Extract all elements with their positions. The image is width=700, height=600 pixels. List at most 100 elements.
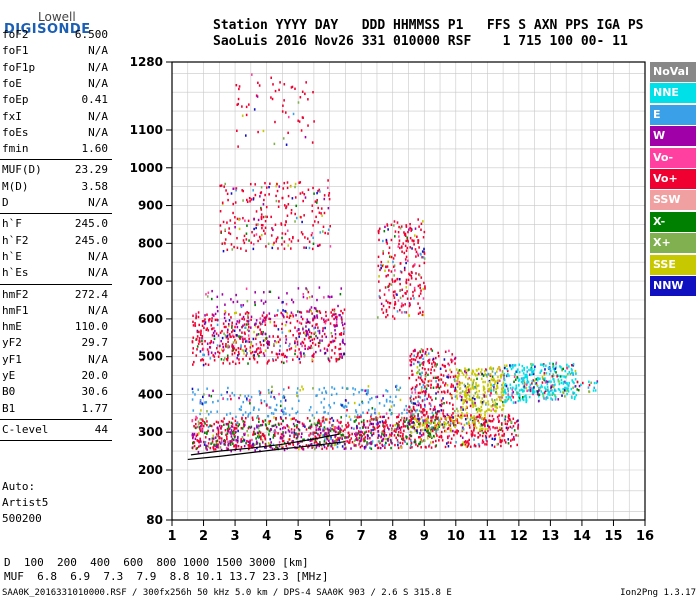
echo-point <box>507 442 510 445</box>
echo-point <box>507 394 510 398</box>
echo-point <box>280 417 283 420</box>
echo-point <box>476 395 478 399</box>
echo-point <box>525 400 528 404</box>
echo-point <box>350 426 353 430</box>
echo-point <box>557 398 560 401</box>
echo-point <box>316 198 318 202</box>
echo-point <box>561 375 563 378</box>
param-value: 245.0 <box>74 233 108 247</box>
echo-point <box>399 246 401 250</box>
echo-point <box>550 397 552 400</box>
echo-point <box>499 438 502 442</box>
echo-point <box>213 422 215 426</box>
echo-point <box>301 90 304 93</box>
echo-point <box>370 429 373 432</box>
echo-point <box>346 440 349 443</box>
echo-point <box>191 419 194 423</box>
echo-point <box>219 224 222 227</box>
echo-point <box>407 240 409 243</box>
echo-point <box>549 389 552 392</box>
echo-point <box>301 340 304 344</box>
echo-point <box>419 372 421 375</box>
echo-point <box>316 298 318 302</box>
echo-point <box>250 343 252 346</box>
echo-point <box>397 245 400 248</box>
echo-point <box>418 225 420 228</box>
echo-point <box>284 407 286 410</box>
echo-point <box>538 388 541 391</box>
echo-point <box>423 423 425 427</box>
echo-point <box>377 316 379 319</box>
echo-point <box>244 345 246 348</box>
echo-point <box>291 298 293 302</box>
echo-point <box>485 420 488 423</box>
echo-point <box>355 436 358 440</box>
echo-point <box>275 425 278 429</box>
echo-point <box>343 308 346 311</box>
echo-point <box>423 361 425 364</box>
echo-point <box>300 231 303 234</box>
echo-point <box>515 370 518 373</box>
echo-point <box>412 407 415 410</box>
echo-point <box>274 314 276 317</box>
echo-point <box>372 422 375 426</box>
echo-point <box>362 411 364 414</box>
echo-point <box>243 444 246 448</box>
echo-point <box>495 392 498 395</box>
echo-point <box>281 444 283 448</box>
echo-point <box>283 99 285 102</box>
echo-point <box>244 340 247 343</box>
echo-point <box>421 424 424 427</box>
echo-point <box>335 392 338 396</box>
echo-point <box>194 393 196 396</box>
echo-point <box>200 440 202 443</box>
echo-point <box>400 431 402 434</box>
echo-point <box>225 325 227 329</box>
echo-point <box>384 444 386 447</box>
echo-point <box>378 227 381 230</box>
echo-point <box>452 412 454 415</box>
echo-point <box>391 442 393 445</box>
param-name: foF1p <box>2 60 36 74</box>
echo-point <box>245 287 248 290</box>
echo-point <box>196 330 199 334</box>
echo-point <box>383 421 386 424</box>
echo-point <box>390 440 392 443</box>
echo-point <box>283 425 285 429</box>
echo-point <box>485 401 487 405</box>
echo-point <box>348 424 350 427</box>
echo-point <box>290 347 293 350</box>
echo-point <box>247 316 249 319</box>
echo-point <box>230 335 232 339</box>
echo-point <box>416 235 418 238</box>
echo-point <box>277 309 279 312</box>
echo-point <box>293 424 296 428</box>
echo-point <box>210 324 213 327</box>
echo-point <box>207 445 210 448</box>
echo-point <box>366 437 369 440</box>
echo-point <box>528 386 531 389</box>
echo-point <box>419 440 422 444</box>
echo-point <box>324 432 327 436</box>
echo-point <box>325 335 327 339</box>
echo-point <box>427 416 429 419</box>
echo-point <box>273 395 275 399</box>
echo-point <box>404 232 407 236</box>
echo-point <box>420 374 422 377</box>
echo-point <box>273 344 275 347</box>
echo-point <box>331 386 333 389</box>
echo-point <box>325 441 328 445</box>
echo-point <box>487 424 489 427</box>
echo-point <box>443 421 446 425</box>
echo-point <box>416 384 418 387</box>
echo-point <box>237 347 240 350</box>
echo-point <box>261 439 264 442</box>
echo-point <box>257 223 259 226</box>
echo-point <box>594 389 597 392</box>
echo-point <box>416 354 419 357</box>
echo-point <box>388 282 391 286</box>
echo-point <box>422 361 424 365</box>
echo-point <box>382 422 384 425</box>
echo-point <box>420 386 423 389</box>
echo-point <box>234 444 237 447</box>
